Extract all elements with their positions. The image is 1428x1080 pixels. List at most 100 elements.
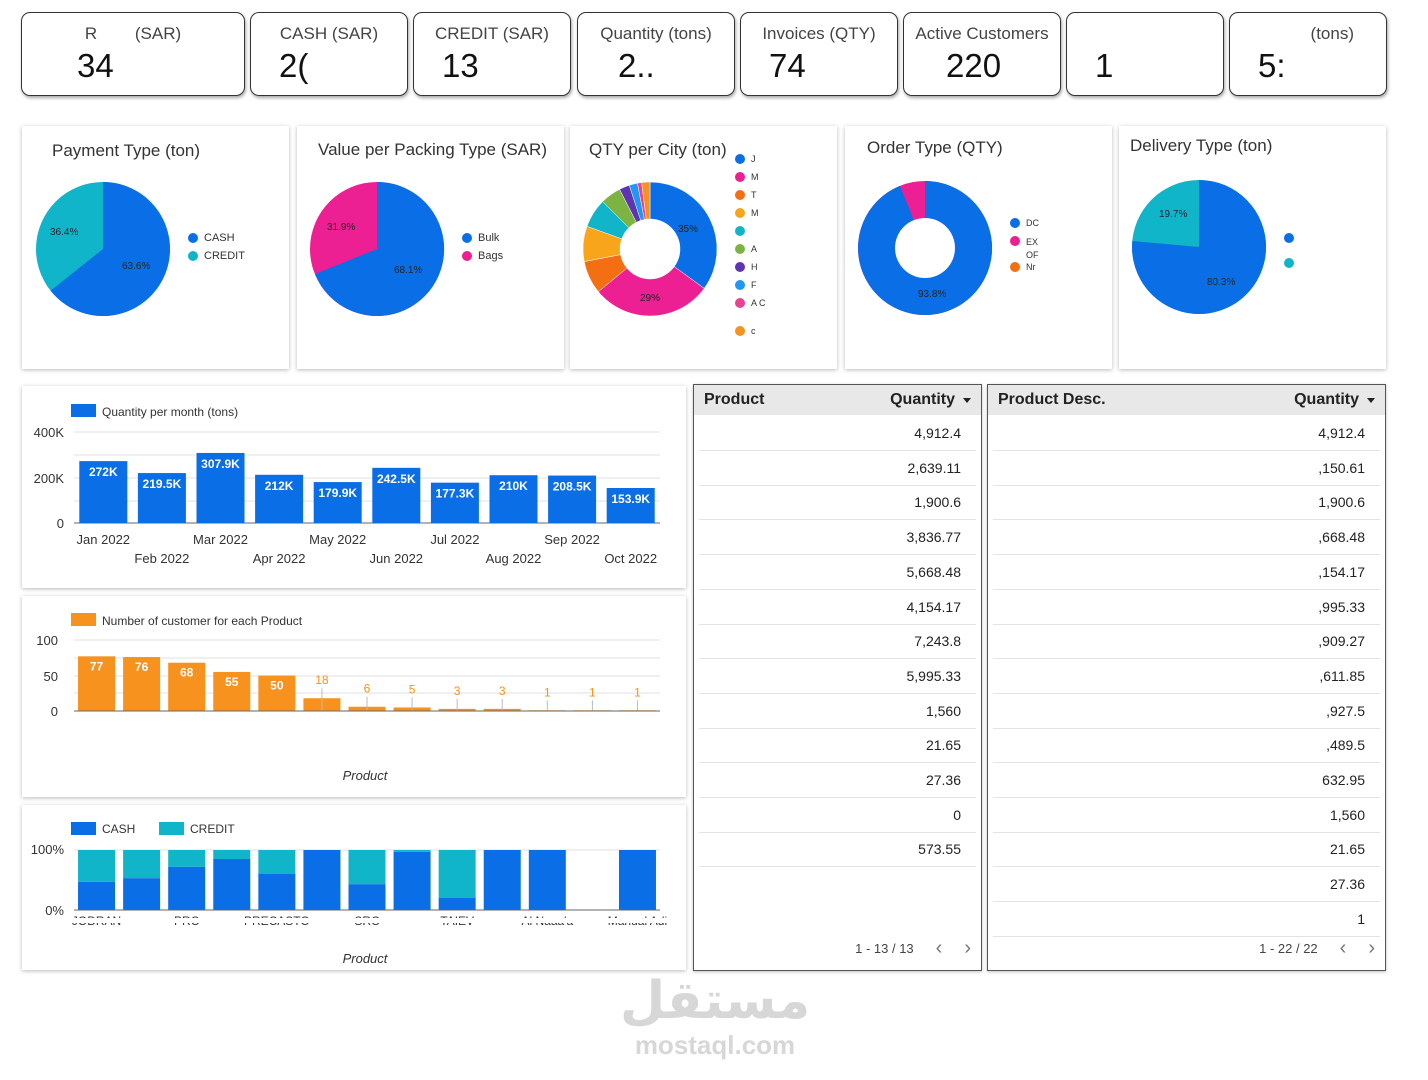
chevron-left-icon[interactable]: ‹: [935, 937, 943, 959]
legend-item[interactable]: [1284, 254, 1300, 272]
bar-month[interactable]: [430, 482, 479, 523]
legend-item-city[interactable]: [735, 222, 766, 240]
column-header-product[interactable]: Product: [704, 391, 765, 408]
table-row[interactable]: 2,639.11: [694, 451, 981, 486]
legend-item-bulk[interactable]: Bulk: [462, 229, 503, 247]
bar-segment-cash[interactable]: [438, 898, 476, 910]
bar-month[interactable]: [137, 473, 186, 523]
table-row[interactable]: 27.36: [694, 763, 981, 798]
chevron-right-icon[interactable]: ›: [1368, 937, 1375, 959]
bar-segment-cash[interactable]: [483, 850, 521, 910]
pie-slice-primary[interactable]: [1132, 180, 1267, 314]
bar-month[interactable]: [548, 475, 597, 523]
legend-item-city[interactable]: c: [735, 322, 766, 340]
bar-segment-cash[interactable]: [78, 881, 116, 910]
bar-segment-cash[interactable]: [303, 850, 341, 910]
order-type-donut[interactable]: 93.8%: [845, 126, 1112, 369]
column-header-quantity[interactable]: Quantity: [890, 391, 971, 409]
table-row[interactable]: 3,836.77: [694, 520, 981, 556]
table-row[interactable]: ,668.48: [988, 520, 1385, 556]
chevron-left-icon[interactable]: ‹: [1339, 937, 1347, 959]
bar-month[interactable]: [372, 467, 421, 523]
table-row[interactable]: ,611.85: [988, 659, 1385, 694]
donut-slice-city[interactable]: [641, 181, 651, 220]
legend-item-cash[interactable]: CASH: [188, 229, 245, 247]
chevron-right-icon[interactable]: ›: [964, 937, 971, 959]
table-row[interactable]: ,150.61: [988, 451, 1385, 486]
bar-segment-cash[interactable]: [123, 878, 161, 910]
pie-slice-cash[interactable]: [50, 182, 170, 316]
table-row[interactable]: 632.95: [988, 763, 1385, 798]
table-row[interactable]: ,154.17: [988, 555, 1385, 590]
legend-item-city[interactable]: J: [735, 150, 766, 168]
bar-segment-cash[interactable]: [528, 850, 566, 910]
bar-month[interactable]: [313, 482, 362, 523]
bar-segment-cash[interactable]: [393, 851, 431, 910]
customers-per-product-chart[interactable]: Number of customer for each Product 100 …: [22, 596, 686, 797]
legend-item-dc[interactable]: DC: [1010, 214, 1039, 232]
table-row[interactable]: 27.36: [988, 867, 1385, 903]
table-row[interactable]: 21.65: [694, 728, 981, 764]
table-row[interactable]: ,909.27: [988, 624, 1385, 660]
table-row[interactable]: 1,900.6: [988, 485, 1385, 521]
bar-segment-credit[interactable]: [78, 850, 116, 882]
bar-product[interactable]: [258, 675, 296, 712]
column-header-product-desc[interactable]: Product Desc.: [998, 391, 1106, 408]
table-row[interactable]: ,995.33: [988, 590, 1385, 625]
legend-item[interactable]: [1284, 222, 1300, 254]
city-qty-donut[interactable]: 35% 29%: [570, 126, 837, 369]
bar-month[interactable]: [196, 452, 245, 523]
bar-product[interactable]: [123, 657, 161, 711]
bar-segment-credit[interactable]: [123, 850, 161, 879]
monthly-quantity-chart[interactable]: Quantity per month (tons) 400K 200K 0 27…: [22, 386, 686, 588]
bar-segment-cash[interactable]: [168, 866, 206, 910]
bar-product[interactable]: [168, 662, 206, 711]
bar-month[interactable]: [255, 474, 304, 523]
table-row[interactable]: 1,560: [988, 798, 1385, 833]
packing-type-pie[interactable]: 68.1% 31.9%: [297, 126, 564, 369]
legend-item-credit[interactable]: CREDIT: [188, 247, 245, 265]
legend-item-bags[interactable]: Bags: [462, 247, 503, 265]
bar-segment-credit[interactable]: [438, 850, 476, 898]
sort-desc-icon[interactable]: [1367, 397, 1375, 403]
pie-slice-bulk[interactable]: [315, 181, 445, 316]
table-row[interactable]: 7,243.8: [694, 624, 981, 660]
legend-item-city[interactable]: A C: [735, 294, 766, 312]
legend-item-city[interactable]: M: [735, 204, 766, 222]
table-row[interactable]: 4,154.17: [694, 590, 981, 625]
legend-item-city[interactable]: F: [735, 276, 766, 294]
bar-month[interactable]: [79, 461, 128, 523]
table-row[interactable]: ,489.5: [988, 728, 1385, 764]
table-row[interactable]: 5,668.48: [694, 555, 981, 590]
bar-segment-credit[interactable]: [393, 850, 431, 852]
donut-slice-city[interactable]: [649, 181, 718, 289]
bar-segment-cash[interactable]: [258, 874, 296, 910]
table-row[interactable]: ,927.5: [988, 694, 1385, 729]
bar-segment-cash[interactable]: [618, 850, 656, 910]
column-header-quantity[interactable]: Quantity: [1294, 391, 1375, 409]
donut-slice-city[interactable]: [598, 266, 705, 317]
bar-segment-credit[interactable]: [258, 850, 296, 874]
table-row[interactable]: 0: [694, 798, 981, 833]
payment-share-chart[interactable]: CASH CREDIT 100% 0% Product JODRANPRCPRE…: [22, 805, 686, 970]
table-row[interactable]: 5,995.33: [694, 659, 981, 694]
legend-item-city[interactable]: A: [735, 240, 766, 258]
legend-item-city[interactable]: T: [735, 186, 766, 204]
delivery-type-pie[interactable]: 80.3% 19.7%: [1119, 126, 1386, 369]
table-row[interactable]: 1: [988, 902, 1385, 937]
bar-segment-credit[interactable]: [348, 850, 386, 885]
bar-segment-cash[interactable]: [213, 859, 251, 910]
table-row[interactable]: 1,900.6: [694, 485, 981, 521]
bar-segment-credit[interactable]: [168, 850, 206, 867]
table-row[interactable]: 1,560: [694, 694, 981, 729]
legend-item-ex[interactable]: EX OF: [1010, 232, 1039, 260]
legend-item-nr[interactable]: Nr: [1010, 258, 1039, 276]
bar-product[interactable]: [213, 671, 251, 711]
table-row[interactable]: 21.65: [988, 832, 1385, 868]
table-row[interactable]: 4,912.4: [694, 416, 981, 451]
table-row[interactable]: 573.55: [694, 832, 981, 868]
legend-item-city[interactable]: M: [735, 168, 766, 186]
bar-product[interactable]: [78, 656, 116, 711]
bar-month[interactable]: [606, 487, 655, 523]
table-row[interactable]: 4,912.4: [988, 416, 1385, 451]
